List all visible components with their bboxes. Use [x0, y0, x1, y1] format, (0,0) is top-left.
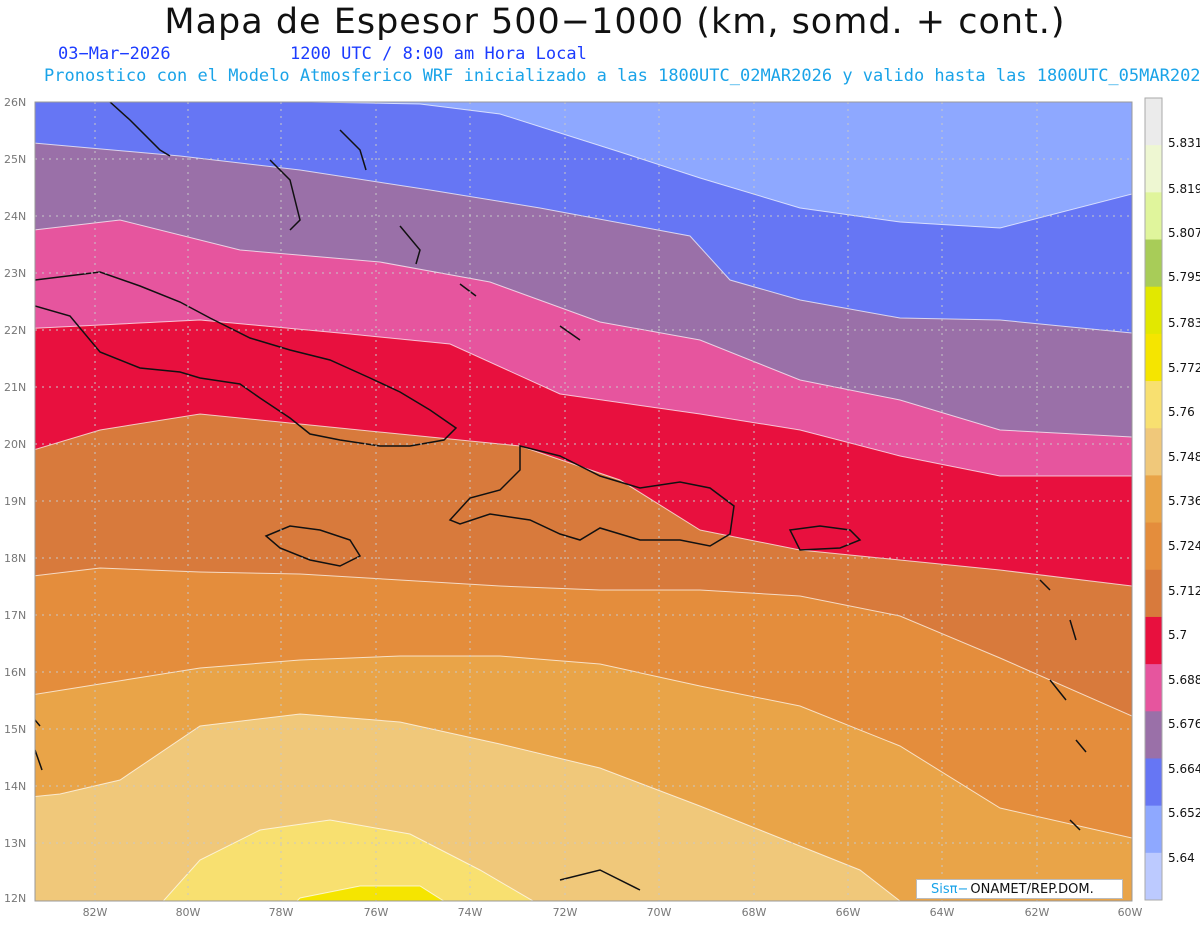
forecast-date: 03−Mar−2026: [58, 44, 171, 64]
agency-name: ONAMET/REP.DOM.: [970, 881, 1094, 897]
colorbar-label: 5.795: [1168, 270, 1200, 284]
colorbar-swatch: [1145, 616, 1162, 665]
colorbar-label: 5.831: [1168, 136, 1200, 150]
colorbar-label: 5.688: [1168, 673, 1200, 687]
map-title: Mapa de Espesor 500−1000 (km, somd. + co…: [164, 2, 1066, 42]
colorbar-swatch: [1145, 522, 1162, 571]
florida-coast: [109, 102, 171, 157]
colorbar-frame: [1144, 97, 1163, 901]
colorbar-swatch: [1145, 381, 1162, 429]
colorbar-swatch: [1145, 664, 1162, 712]
lat-label: 22N: [4, 324, 27, 337]
sispi-logo-text: Sisπ−: [931, 881, 969, 897]
colorbar: [1144, 97, 1163, 901]
lon-label: 80W: [175, 906, 201, 919]
onamet-logo: Sisπ− ONAMET/REP.DOM.: [916, 879, 1123, 899]
lat-label: 26N: [4, 96, 27, 109]
lat-label: 23N: [4, 267, 27, 280]
colorbar-swatch: [1145, 192, 1162, 241]
band-5-772: [296, 885, 445, 901]
colorbar-label: 5.724: [1168, 539, 1200, 553]
lon-label: 78W: [268, 906, 294, 919]
lon-label: 68W: [741, 906, 767, 919]
colorbar-label: 5.736: [1168, 494, 1200, 508]
colorbar-swatch: [1145, 428, 1162, 476]
lat-label: 20N: [4, 438, 27, 451]
lesser-antilles-coast: [1039, 579, 1087, 831]
colorbar-label: 5.652: [1168, 806, 1200, 820]
colorbar-swatch: [1145, 98, 1162, 146]
lon-label: 64W: [929, 906, 955, 919]
colorbar-label: 5.712: [1168, 584, 1200, 598]
band-5-76: [162, 819, 535, 901]
puerto-rico-coast: [788, 525, 862, 551]
lon-label: 76W: [363, 906, 389, 919]
colorbar-swatch: [1145, 852, 1162, 901]
colorbar-swatch: [1145, 569, 1162, 618]
colorbar-label: 5.783: [1168, 316, 1200, 330]
colorbar-swatch: [1145, 333, 1162, 382]
hispaniola-coast: [448, 445, 735, 547]
cuba-coast: [35, 271, 458, 447]
lat-label: 18N: [4, 552, 27, 565]
grid-lines: [35, 102, 1132, 901]
colorbar-label: 5.664: [1168, 762, 1200, 776]
colorbar-label: 5.64: [1168, 851, 1195, 865]
lon-label: 82W: [82, 906, 108, 919]
lon-label: 70W: [646, 906, 672, 919]
bahamas-coast: [269, 129, 581, 341]
colorbar-swatch: [1145, 711, 1162, 759]
lat-label: 19N: [4, 495, 27, 508]
colorbar-swatch: [1145, 239, 1162, 288]
lon-label: 74W: [457, 906, 483, 919]
colorbar-swatch: [1145, 145, 1162, 193]
lat-label: 13N: [4, 837, 27, 850]
colorbar-label: 5.7: [1168, 628, 1188, 642]
colorbar-swatch: [1145, 286, 1162, 335]
lat-label: 12N: [4, 892, 27, 905]
forecast-time: 1200 UTC / 8:00 am Hora Local: [290, 44, 587, 64]
lat-label: 14N: [4, 780, 27, 793]
jamaica-coast: [264, 525, 362, 567]
colorbar-label: 5.76: [1168, 405, 1195, 419]
colorbar-label: 5.772: [1168, 361, 1200, 375]
lon-label: 60W: [1117, 906, 1143, 919]
lat-label: 15N: [4, 723, 27, 736]
lat-label: 25N: [4, 153, 27, 166]
lon-label: 72W: [552, 906, 578, 919]
coastlines: [35, 102, 1087, 891]
colorbar-swatch: [1145, 758, 1162, 807]
lat-label: 24N: [4, 210, 27, 223]
colorbar-label: 5.748: [1168, 450, 1200, 464]
lon-label: 62W: [1024, 906, 1050, 919]
central-america-coast: [35, 719, 641, 891]
colorbar-swatch: [1145, 475, 1162, 524]
colorbar-label: 5.819: [1168, 182, 1200, 196]
map-frame: [34, 101, 1133, 902]
model-info: Pronostico con el Modelo Atmosferico WRF…: [44, 66, 1200, 86]
colorbar-label: 5.807: [1168, 226, 1200, 240]
colorbar-swatch: [1145, 805, 1162, 854]
lat-label: 17N: [4, 609, 27, 622]
lat-label: 21N: [4, 381, 27, 394]
colorbar-label: 5.676: [1168, 717, 1200, 731]
lon-label: 66W: [835, 906, 861, 919]
lat-label: 16N: [4, 666, 27, 679]
